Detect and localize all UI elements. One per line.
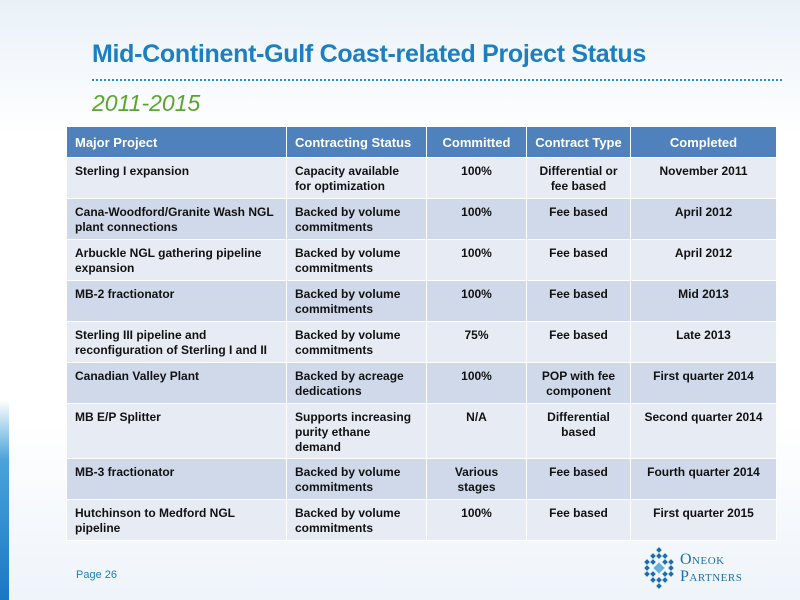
logo-line-2: Partners: [680, 568, 743, 585]
cell-committed: 100%: [426, 157, 527, 199]
table-row: Cana-Woodford/Granite Wash NGL plant con…: [66, 198, 777, 240]
cell-completed: First quarter 2014: [630, 362, 777, 404]
cell-completed: April 2012: [630, 198, 777, 240]
company-logo: Oneok Partners: [640, 545, 790, 591]
logo-line-1: Oneok: [680, 551, 725, 568]
left-accent-bar: [0, 400, 9, 600]
cell-completed: First quarter 2015: [630, 499, 777, 541]
cell-completed: Fourth quarter 2014: [630, 458, 777, 500]
cell-project: MB-2 fractionator: [66, 280, 287, 322]
cell-project: MB-3 fractionator: [66, 458, 287, 500]
cell-completed: November 2011: [630, 157, 777, 199]
table-row: Hutchinson to Medford NGL pipeline Backe…: [66, 499, 777, 541]
cell-status: Backed by volume commitments: [286, 280, 427, 322]
cell-project: Canadian Valley Plant: [66, 362, 287, 404]
page-number: Page 26: [76, 569, 117, 581]
cell-status: Capacity available for optimization: [286, 157, 427, 199]
header-committed: Committed: [426, 126, 527, 158]
table-row: MB E/P Splitter Supports increasing puri…: [66, 403, 777, 459]
header-completed: Completed: [630, 126, 777, 158]
cell-committed: Various stages: [426, 458, 527, 500]
cell-contract-type: Fee based: [526, 321, 631, 363]
table-header-row: Major Project Contracting Status Committ…: [66, 126, 777, 158]
cell-contract-type: Fee based: [526, 198, 631, 240]
cell-project: Sterling III pipeline and reconfiguratio…: [66, 321, 287, 363]
cell-completed: Second quarter 2014: [630, 403, 777, 459]
cell-committed: 100%: [426, 198, 527, 240]
cell-completed: April 2012: [630, 239, 777, 281]
cell-project: MB E/P Splitter: [66, 403, 287, 459]
table-row: Sterling III pipeline and reconfiguratio…: [66, 321, 777, 363]
logo-wordmark: Oneok Partners: [680, 551, 742, 585]
table-row: Canadian Valley Plant Backed by acreage …: [66, 362, 777, 404]
cell-status: Backed by volume commitments: [286, 239, 427, 281]
cell-project: Sterling I expansion: [66, 157, 287, 199]
cell-committed: 100%: [426, 362, 527, 404]
title-divider: [92, 79, 782, 81]
header-background: [0, 0, 800, 135]
cell-committed: 100%: [426, 280, 527, 322]
header-major-project: Major Project: [66, 126, 287, 158]
cell-completed: Mid 2013: [630, 280, 777, 322]
cell-status: Backed by volume commitments: [286, 499, 427, 541]
cell-contract-type: Fee based: [526, 458, 631, 500]
cell-status: Backed by volume commitments: [286, 198, 427, 240]
cell-status: Backed by volume commitments: [286, 321, 427, 363]
slide-title: Mid-Continent-Gulf Coast-related Project…: [92, 40, 646, 68]
cell-committed: 75%: [426, 321, 527, 363]
oneok-diamond-logo-icon: [644, 547, 674, 589]
cell-contract-type: Fee based: [526, 499, 631, 541]
cell-committed: N/A: [426, 403, 527, 459]
cell-status: Backed by volume commitments: [286, 458, 427, 500]
table-row: Sterling I expansion Capacity available …: [66, 157, 777, 199]
cell-status: Supports increasing purity ethane demand: [286, 403, 427, 459]
cell-committed: 100%: [426, 499, 527, 541]
header-contract-type: Contract Type: [526, 126, 631, 158]
table-row: MB-2 fractionator Backed by volume commi…: [66, 280, 777, 322]
table-row: MB-3 fractionator Backed by volume commi…: [66, 458, 777, 500]
table-row: Arbuckle NGL gathering pipeline expansio…: [66, 239, 777, 281]
cell-committed: 100%: [426, 239, 527, 281]
cell-project: Hutchinson to Medford NGL pipeline: [66, 499, 287, 541]
cell-contract-type: Differential based: [526, 403, 631, 459]
header-contracting-status: Contracting Status: [286, 126, 427, 158]
cell-contract-type: Fee based: [526, 280, 631, 322]
cell-completed: Late 2013: [630, 321, 777, 363]
project-status-table: Major Project Contracting Status Committ…: [66, 126, 777, 541]
cell-contract-type: Differential or fee based: [526, 157, 631, 199]
slide-subtitle: 2011-2015: [92, 90, 201, 116]
cell-project: Arbuckle NGL gathering pipeline expansio…: [66, 239, 287, 281]
cell-status: Backed by acreage dedications: [286, 362, 427, 404]
cell-contract-type: Fee based: [526, 239, 631, 281]
cell-project: Cana-Woodford/Granite Wash NGL plant con…: [66, 198, 287, 240]
cell-contract-type: POP with fee component: [526, 362, 631, 404]
